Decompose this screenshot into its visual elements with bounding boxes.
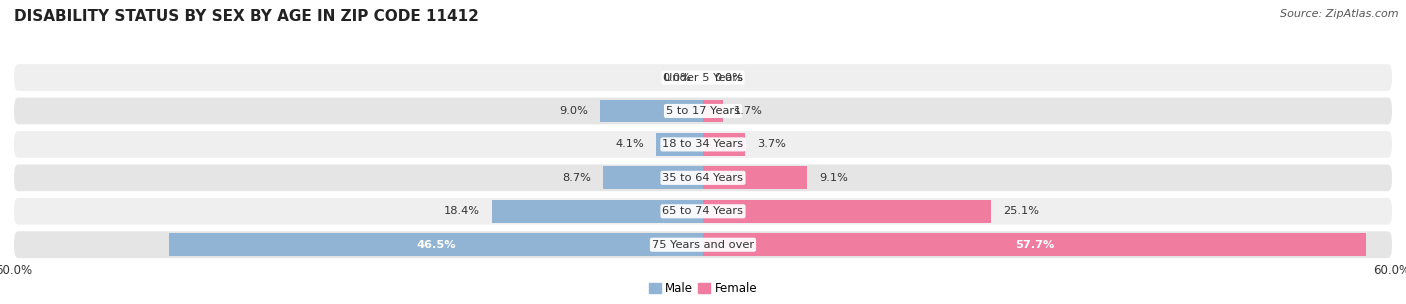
Text: 25.1%: 25.1% (1002, 206, 1039, 216)
FancyBboxPatch shape (14, 64, 1392, 91)
Text: 3.7%: 3.7% (756, 140, 786, 149)
Bar (703, 200, 991, 223)
Text: 1.7%: 1.7% (734, 106, 763, 116)
Text: 57.7%: 57.7% (1015, 240, 1054, 250)
FancyBboxPatch shape (14, 131, 1392, 158)
Text: 18.4%: 18.4% (444, 206, 481, 216)
Bar (169, 233, 703, 256)
Bar (599, 100, 703, 122)
Text: 4.1%: 4.1% (616, 140, 644, 149)
Text: Under 5 Years: Under 5 Years (664, 73, 742, 82)
Bar (657, 133, 703, 156)
Text: 35 to 64 Years: 35 to 64 Years (662, 173, 744, 183)
Text: Source: ZipAtlas.com: Source: ZipAtlas.com (1281, 9, 1399, 19)
Bar (492, 200, 703, 223)
FancyBboxPatch shape (14, 98, 1392, 124)
Text: 18 to 34 Years: 18 to 34 Years (662, 140, 744, 149)
Bar (703, 100, 723, 122)
Legend: Male, Female: Male, Female (644, 277, 762, 300)
FancyBboxPatch shape (14, 164, 1392, 191)
Text: 0.0%: 0.0% (714, 73, 744, 82)
Bar (703, 167, 807, 189)
Bar (603, 167, 703, 189)
Text: 75 Years and over: 75 Years and over (652, 240, 754, 250)
Text: 0.0%: 0.0% (662, 73, 692, 82)
Text: 5 to 17 Years: 5 to 17 Years (666, 106, 740, 116)
Text: 8.7%: 8.7% (562, 173, 592, 183)
Bar (703, 133, 745, 156)
Text: 65 to 74 Years: 65 to 74 Years (662, 206, 744, 216)
Bar (703, 233, 1365, 256)
Text: 9.1%: 9.1% (818, 173, 848, 183)
FancyBboxPatch shape (14, 231, 1392, 258)
Text: 9.0%: 9.0% (560, 106, 588, 116)
FancyBboxPatch shape (14, 198, 1392, 225)
Text: 46.5%: 46.5% (416, 240, 456, 250)
Text: DISABILITY STATUS BY SEX BY AGE IN ZIP CODE 11412: DISABILITY STATUS BY SEX BY AGE IN ZIP C… (14, 9, 479, 24)
